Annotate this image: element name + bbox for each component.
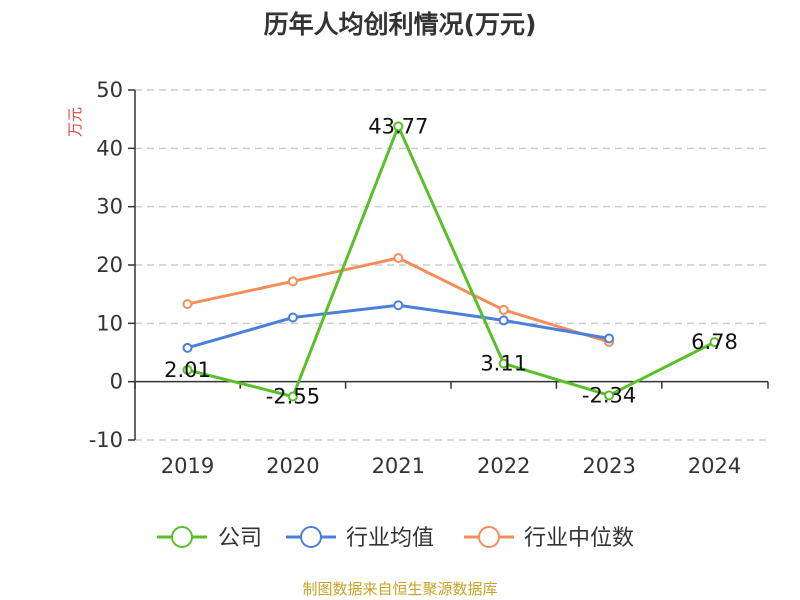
y-tick-label: -10 <box>89 428 123 452</box>
data-point <box>498 358 509 369</box>
y-axis-title: 万元 <box>66 107 84 137</box>
data-point <box>393 300 404 311</box>
y-tick-label: 20 <box>96 253 123 277</box>
data-point <box>287 276 298 287</box>
data-point <box>709 337 720 348</box>
series-line <box>187 124 716 399</box>
y-tick-label: 40 <box>96 136 123 160</box>
grid-lines <box>135 89 768 441</box>
y-tick-label: 0 <box>110 370 123 394</box>
x-tick-label: 2024 <box>688 454 741 478</box>
data-point <box>393 253 404 263</box>
data-point <box>498 304 509 315</box>
data-label: 43.77 <box>368 114 428 138</box>
data-labels: 2.01 -2.55 43.77 3.11 -2.34 6.78 <box>164 114 738 408</box>
legend-label: 公司 <box>218 526 262 551</box>
data-point <box>287 391 298 402</box>
data-point <box>393 121 404 132</box>
legend: 公司 行业均值 行业中位数 <box>157 526 634 551</box>
x-tick-label: 2020 <box>266 454 319 478</box>
data-label: -2.55 <box>266 385 320 409</box>
data-label: 3.11 <box>480 352 527 376</box>
x-tick-label: 2019 <box>161 454 214 478</box>
y-tick-label: 50 <box>96 78 123 102</box>
data-point <box>182 299 193 310</box>
series-lines <box>182 121 720 402</box>
axes: -10 0 10 20 30 40 50 万元 2019 2020 2021 2022 2023 2024 <box>66 78 769 478</box>
data-label: -2.34 <box>582 383 636 407</box>
legend-label: 行业中位数 <box>524 526 634 551</box>
data-point <box>604 390 615 401</box>
data-point <box>182 364 193 375</box>
series-line <box>187 303 610 350</box>
chart-title: 历年人均创利情况(万元) <box>263 10 537 39</box>
data-point <box>182 342 193 353</box>
data-point <box>287 312 298 323</box>
legend-marker-dot <box>171 526 193 548</box>
data-label: 6.78 <box>691 330 738 354</box>
x-tick-label: 2022 <box>477 454 530 478</box>
y-tick-label: 10 <box>96 311 123 335</box>
data-point <box>498 315 509 326</box>
legend-marker-dot <box>478 526 500 548</box>
data-point <box>604 333 615 344</box>
source-note: 制图数据来自恒生聚源数据库 <box>302 580 498 598</box>
data-label: 2.01 <box>164 358 211 382</box>
y-tick-label: 30 <box>96 195 123 219</box>
legend-label: 行业均值 <box>346 526 434 551</box>
legend-marker-dot <box>300 526 322 548</box>
x-tick-label: 2023 <box>582 454 635 478</box>
x-tick-label: 2021 <box>372 454 425 478</box>
